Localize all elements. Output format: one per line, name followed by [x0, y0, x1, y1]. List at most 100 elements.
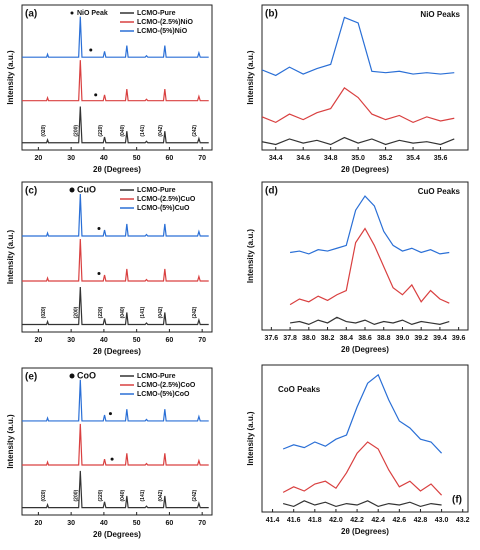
plot-frame: [261, 4, 469, 151]
x-axis-label: 2θ (Degrees): [93, 347, 141, 356]
peak-label: (040): [120, 489, 126, 501]
x-tick-label: 50: [133, 520, 141, 527]
panel-label: (c): [25, 186, 37, 197]
y-axis-label: Intensity (a.u.): [246, 229, 255, 284]
x-tick-label: 38.6: [358, 335, 372, 342]
x-tick-label: 40: [100, 337, 108, 344]
peak-label: (242): [192, 489, 198, 501]
series-line: [22, 470, 209, 509]
x-tick-label: 34.8: [324, 155, 338, 162]
x-tick-label: 37.6: [265, 335, 279, 342]
series-line: [22, 379, 209, 422]
legend-label: LCMO-(2.5%)CuO: [137, 196, 196, 203]
panel-title: CoO Peaks: [278, 385, 321, 394]
x-tick-label: 70: [198, 155, 206, 162]
plot-frame: [21, 181, 213, 333]
x-tick-label: 35.0: [351, 155, 365, 162]
x-tick-label: 30: [67, 520, 75, 527]
x-tick-label: 20: [34, 520, 42, 527]
peak-label: (220): [98, 489, 104, 501]
peak-label: (020): [41, 489, 47, 501]
panel-label: (a): [25, 9, 37, 20]
series-line: [22, 238, 209, 282]
legend-label: LCMO-(2.5%)CoO: [137, 382, 196, 389]
x-tick-label: 42.2: [350, 517, 364, 524]
panel-title: CuO Peaks: [418, 187, 461, 196]
x-tick-label: 43.0: [435, 517, 449, 524]
x-tick-label: 39.0: [396, 335, 410, 342]
peak-label: (141): [140, 489, 146, 501]
legend-label: LCMO-(5%)NiO: [137, 28, 188, 35]
x-tick-label: 41.4: [266, 517, 280, 524]
legend-marker: [69, 187, 75, 193]
x-axis-label: 2θ (Degrees): [341, 165, 389, 174]
legend-marker: [70, 11, 74, 15]
peak-label: (141): [140, 306, 146, 318]
x-tick-label: 38.2: [321, 335, 335, 342]
legend-marker: [69, 373, 75, 379]
x-tick-label: 35.6: [434, 155, 448, 162]
x-tick-label: 30: [67, 155, 75, 162]
x-tick-label: 39.4: [433, 335, 447, 342]
x-tick-label: 20: [34, 155, 42, 162]
peak-label: (200): [74, 306, 80, 318]
peak-label: (220): [98, 125, 104, 137]
x-tick-label: 60: [166, 520, 174, 527]
x-tick-label: 50: [133, 337, 141, 344]
series-line: [262, 136, 455, 146]
peak-label: (042): [158, 306, 164, 318]
legend-label: NiO Peak: [77, 10, 108, 17]
x-tick-label: 42.4: [371, 517, 385, 524]
y-axis-label: Intensity (a.u.): [6, 414, 15, 469]
x-tick-label: 60: [166, 337, 174, 344]
x-tick-label: 38.0: [302, 335, 316, 342]
x-tick-label: 42.0: [329, 517, 343, 524]
x-tick-label: 50: [133, 155, 141, 162]
y-axis-label: Intensity (a.u.): [246, 50, 255, 105]
x-tick-label: 34.6: [296, 155, 310, 162]
x-tick-label: 60: [166, 155, 174, 162]
plot-frame: [21, 367, 213, 516]
legend-label: LCMO-(5%)CuO: [137, 205, 190, 212]
peak-label: (042): [158, 125, 164, 137]
peak-label: (141): [140, 125, 146, 137]
series-line: [282, 373, 443, 454]
y-axis-label: Intensity (a.u.): [6, 50, 15, 105]
legend-label: LCMO-(5%)CoO: [137, 391, 190, 398]
marker-dot: [89, 48, 93, 52]
x-tick-label: 70: [198, 337, 206, 344]
plot-frame: [21, 4, 213, 151]
marker-dot: [97, 272, 101, 275]
x-tick-label: 43.2: [456, 517, 470, 524]
x-tick-label: 35.4: [406, 155, 420, 162]
legend-label: CuO: [77, 184, 96, 194]
x-tick-label: 39.6: [452, 335, 466, 342]
plot-frame: [261, 364, 469, 513]
series-line: [22, 423, 209, 466]
peak-label: (200): [74, 489, 80, 501]
series-line: [22, 60, 209, 102]
x-tick-label: 41.8: [308, 517, 322, 524]
legend-label: LCMO-Pure: [137, 187, 176, 194]
peak-label: (242): [192, 125, 198, 137]
peak-label: (200): [74, 125, 80, 137]
x-tick-label: 38.8: [377, 335, 391, 342]
series-line: [290, 195, 450, 255]
x-tick-label: 39.2: [414, 335, 428, 342]
x-tick-label: 42.6: [393, 517, 407, 524]
legend-label: CoO: [77, 370, 96, 380]
y-axis-label: Intensity (a.u.): [246, 411, 255, 466]
series-line: [22, 16, 209, 58]
marker-dot: [97, 227, 101, 230]
x-axis-label: 2θ (Degrees): [93, 530, 141, 539]
x-tick-label: 40: [100, 155, 108, 162]
peak-label: (040): [120, 306, 126, 318]
x-tick-label: 41.6: [287, 517, 301, 524]
series-line: [22, 106, 209, 144]
legend-label: LCMO-Pure: [137, 373, 176, 380]
marker-dot: [94, 93, 98, 97]
x-tick-label: 20: [34, 337, 42, 344]
series-line: [282, 500, 442, 508]
x-axis-label: 2θ (Degrees): [341, 345, 389, 354]
